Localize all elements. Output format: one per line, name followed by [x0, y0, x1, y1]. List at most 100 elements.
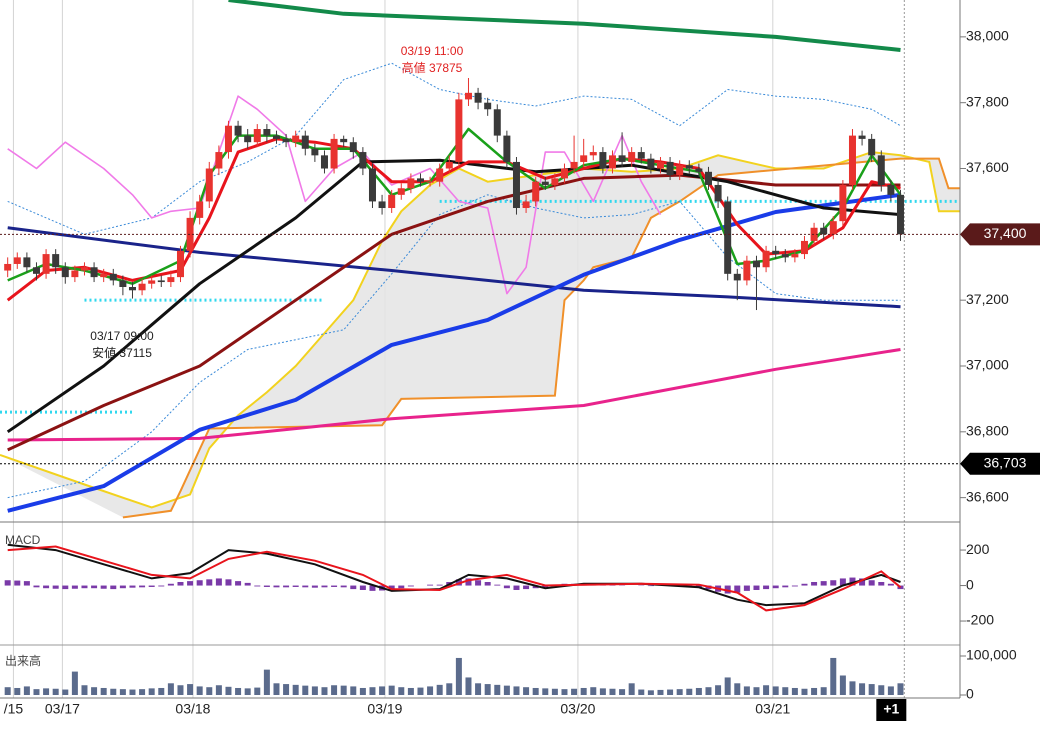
- histogram-bar: [340, 585, 347, 588]
- candle-body: [368, 168, 376, 202]
- candle-body: [455, 99, 463, 162]
- candle: [263, 124, 271, 143]
- candle-body: [23, 257, 31, 268]
- volume-bar: [283, 684, 290, 695]
- histogram-bar: [187, 581, 194, 586]
- candle-body: [752, 260, 760, 268]
- candle: [426, 176, 434, 187]
- histogram-bar: [43, 585, 50, 589]
- histogram-bar: [110, 585, 117, 590]
- candle: [877, 150, 885, 192]
- candle: [80, 262, 88, 276]
- candle-body: [407, 178, 415, 189]
- candle-body: [896, 194, 904, 235]
- volume-bar: [167, 683, 174, 695]
- y-tick-label: -200: [966, 612, 994, 628]
- x-tick-label: 03/17: [45, 701, 80, 717]
- candle: [503, 130, 511, 169]
- candle: [532, 176, 540, 207]
- volume-bar: [81, 685, 88, 695]
- histogram-bar: [369, 585, 376, 591]
- candle: [887, 180, 895, 202]
- volume-bar: [571, 688, 578, 695]
- candle: [71, 265, 79, 283]
- volume-bar: [734, 683, 741, 695]
- candle: [23, 252, 31, 273]
- volume-bar: [292, 684, 299, 695]
- histogram-bar: [119, 585, 126, 589]
- volume-bar: [158, 687, 165, 695]
- histogram-bar: [609, 585, 616, 586]
- candle-body: [820, 227, 828, 235]
- candle: [61, 262, 69, 284]
- y-tick-label: 36,600: [966, 488, 1009, 504]
- candle-body: [484, 102, 492, 110]
- indicator-line: [7, 194, 901, 499]
- volume-bar: [273, 683, 280, 695]
- volume-bar: [436, 684, 443, 695]
- candle: [695, 163, 703, 177]
- candle: [522, 194, 530, 213]
- candle: [292, 130, 300, 148]
- histogram-bar: [532, 585, 539, 589]
- volume-bar: [340, 685, 347, 695]
- candle: [733, 268, 741, 301]
- panel-title: MACD: [5, 533, 41, 547]
- candle: [13, 252, 21, 269]
- y-tick-label: 38,000: [966, 28, 1009, 44]
- candle: [589, 145, 597, 161]
- candle: [196, 194, 204, 225]
- candle-body: [32, 267, 40, 274]
- volume-bar: [407, 687, 414, 695]
- candle-body: [119, 280, 127, 288]
- annotation: 03/19 11:00: [401, 44, 464, 58]
- candle-body: [676, 165, 684, 176]
- candle-body: [464, 92, 472, 100]
- histogram-bar: [52, 585, 59, 589]
- candle-body: [772, 250, 780, 255]
- candle: [32, 262, 40, 281]
- histogram-bar: [859, 578, 866, 586]
- y-tick-label: 100,000: [966, 647, 1017, 663]
- candle: [330, 133, 338, 174]
- volume-bar: [43, 688, 50, 695]
- candle-body: [791, 254, 799, 258]
- histogram-bar: [23, 581, 30, 586]
- candle-body: [685, 165, 693, 169]
- candle: [647, 153, 655, 174]
- histogram-bar: [196, 580, 203, 586]
- candle-body: [301, 135, 309, 149]
- candle-body: [109, 273, 117, 281]
- candle-body: [52, 254, 60, 268]
- candle-body: [349, 142, 357, 153]
- candle-body: [560, 168, 568, 179]
- histogram-bar: [734, 585, 741, 593]
- x-tick-label: 03/19: [367, 701, 402, 717]
- candle: [109, 268, 117, 286]
- candle-body: [253, 129, 261, 143]
- histogram-bar: [71, 585, 78, 589]
- indicator-line: [228, 0, 901, 52]
- candle-body: [628, 152, 636, 162]
- histogram-bar: [129, 585, 136, 588]
- candle: [599, 147, 607, 174]
- volume-bar: [427, 686, 434, 695]
- candle-body: [436, 168, 444, 182]
- labels: 36,600 36,800 37,000 37,200 37,400 37,600 37,8…: [0, 28, 1040, 721]
- histogram-bar: [801, 583, 808, 586]
- volume-bar: [465, 677, 472, 695]
- histogram-bar: [311, 585, 318, 588]
- price-badge: [960, 223, 1040, 246]
- candle-body: [474, 92, 482, 103]
- candle: [666, 156, 674, 181]
- candle: [493, 104, 501, 143]
- volume-bar: [321, 687, 328, 695]
- indicator-line: [7, 173, 901, 452]
- x-tick-label: +1: [883, 701, 899, 717]
- volume-bar: [523, 687, 530, 695]
- histogram-bar: [177, 581, 184, 586]
- volume-bar: [417, 687, 424, 695]
- candle-body: [618, 155, 626, 162]
- candle-body: [311, 148, 319, 156]
